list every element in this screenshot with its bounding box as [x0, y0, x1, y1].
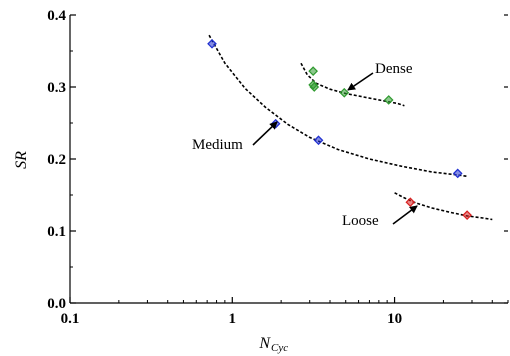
y-tick-label: 0.4 [47, 8, 66, 24]
medium-label: Medium [192, 137, 243, 153]
x-axis-title-subscript: Cyc [271, 342, 288, 354]
point-medium [313, 135, 324, 146]
x-tick-label: 1 [229, 311, 237, 327]
dense-label: Dense [375, 61, 413, 77]
y-tick-label: 0.1 [47, 224, 66, 240]
fit-curves [208, 34, 493, 221]
point-dense [383, 95, 394, 105]
plot-frame [69, 15, 508, 304]
x-tick-label: 0.1 [61, 311, 80, 327]
loose-label: Loose [342, 213, 379, 229]
axis-ticks: 0.00.10.20.30.40.1 1 10 [47, 8, 509, 327]
y-axis-title: SR [13, 151, 30, 169]
medium-arrow [252, 121, 278, 146]
data-points [207, 38, 472, 221]
x-tick-label: 10 [387, 311, 402, 327]
point-dense [308, 66, 319, 77]
point-dense [339, 87, 350, 98]
point-dense [309, 82, 320, 92]
fit-curve-medium [208, 34, 468, 178]
y-tick-label: 0.3 [47, 80, 66, 96]
point-medium [452, 168, 463, 179]
loose-arrow [392, 205, 418, 225]
y-tick-label: 0.0 [47, 296, 66, 312]
x-axis-title: N [258, 335, 271, 352]
dense-arrow [347, 72, 374, 91]
point-loose [462, 210, 472, 221]
point-loose [405, 197, 416, 208]
fit-curve-loose [394, 192, 493, 221]
axis-titles: SR N Cyc [13, 151, 288, 354]
annotations: Dense Medium Loose [192, 61, 418, 229]
point-medium [207, 38, 217, 49]
y-tick-label: 0.2 [47, 152, 66, 168]
